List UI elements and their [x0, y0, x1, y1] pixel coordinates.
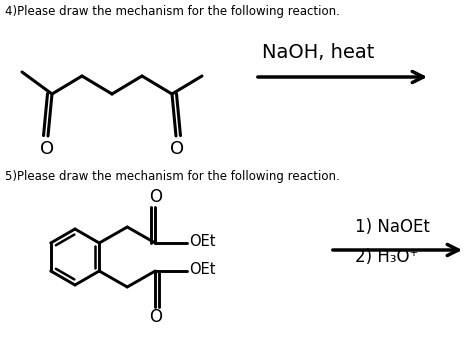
Text: OEt: OEt: [189, 235, 216, 249]
Text: 4)Please draw the mechanism for the following reaction.: 4)Please draw the mechanism for the foll…: [5, 5, 340, 18]
Text: 2) H₃O⁺: 2) H₃O⁺: [355, 248, 419, 266]
Text: OEt: OEt: [189, 262, 216, 278]
Text: 1) NaOEt: 1) NaOEt: [355, 218, 430, 236]
Text: O: O: [170, 140, 184, 158]
Text: O: O: [149, 188, 162, 206]
Text: 5)Please draw the mechanism for the following reaction.: 5)Please draw the mechanism for the foll…: [5, 170, 340, 183]
Text: NaOH, heat: NaOH, heat: [262, 42, 374, 62]
Text: O: O: [149, 308, 162, 326]
Text: O: O: [40, 140, 54, 158]
